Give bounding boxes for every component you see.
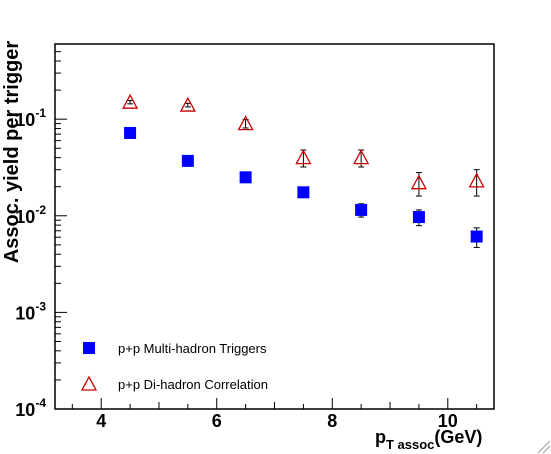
- axis-ticks: [55, 51, 478, 410]
- multi-hadron-point: [297, 186, 310, 199]
- x-axis-title: pT assoc(GeV): [375, 427, 482, 452]
- error-bars: [127, 100, 480, 248]
- multi-hadron-point: [412, 211, 425, 224]
- y-tick-label-exponent: -4: [35, 396, 46, 410]
- y-tick-label: 10-4: [15, 396, 46, 420]
- y-tick-label-base: 10: [15, 207, 35, 227]
- multi-hadron-point: [239, 171, 252, 184]
- y-tick-labels: 10-410-310-210-1: [15, 106, 46, 420]
- x-axis-title-main: p: [375, 427, 386, 447]
- y-tick-label: 10-3: [15, 299, 46, 323]
- data-markers: [122, 93, 485, 243]
- legend-square-icon: [83, 342, 95, 354]
- resize-grip-icon[interactable]: [537, 440, 551, 454]
- di-hadron-point: [468, 172, 485, 188]
- y-tick-label-base: 10: [15, 400, 35, 420]
- x-tick-labels: 4 6 8 10: [96, 411, 458, 431]
- y-tick-label-exponent: -2: [35, 203, 46, 217]
- x-tick-label: 10: [438, 411, 458, 431]
- y-tick-label-base: 10: [15, 110, 35, 130]
- x-axis-title-subscript: T assoc: [386, 437, 434, 452]
- di-hadron-point: [353, 149, 370, 165]
- y-tick-label: 10-1: [15, 106, 46, 130]
- x-tick-label: 4: [96, 411, 106, 431]
- legend: p+p Multi-hadron Triggers p+p Di-hadron C…: [80, 341, 268, 392]
- di-hadron-point: [410, 174, 427, 190]
- legend-label: p+p Multi-hadron Triggers: [118, 341, 267, 356]
- di-hadron-point: [179, 96, 196, 112]
- di-hadron-point: [237, 115, 254, 131]
- x-axis-title-unit: (GeV): [434, 427, 482, 447]
- di-hadron-point: [295, 149, 312, 165]
- y-tick-label-exponent: -1: [35, 106, 46, 120]
- y-axis-title: Assoc. yield per trigger: [1, 41, 23, 264]
- x-tick-label: 8: [327, 411, 337, 431]
- y-tick-label-exponent: -3: [35, 299, 46, 313]
- multi-hadron-point: [124, 126, 137, 139]
- multi-hadron-point: [355, 203, 368, 216]
- legend-triangle-icon: [80, 375, 98, 391]
- multi-hadron-point: [181, 154, 194, 167]
- legend-label: p+p Di-hadron Correlation: [118, 377, 268, 392]
- y-tick-label: 10-2: [15, 203, 46, 227]
- multi-hadron-point: [470, 230, 483, 243]
- x-tick-label: 6: [212, 411, 222, 431]
- di-hadron-point: [122, 93, 139, 109]
- y-tick-label-base: 10: [15, 303, 35, 323]
